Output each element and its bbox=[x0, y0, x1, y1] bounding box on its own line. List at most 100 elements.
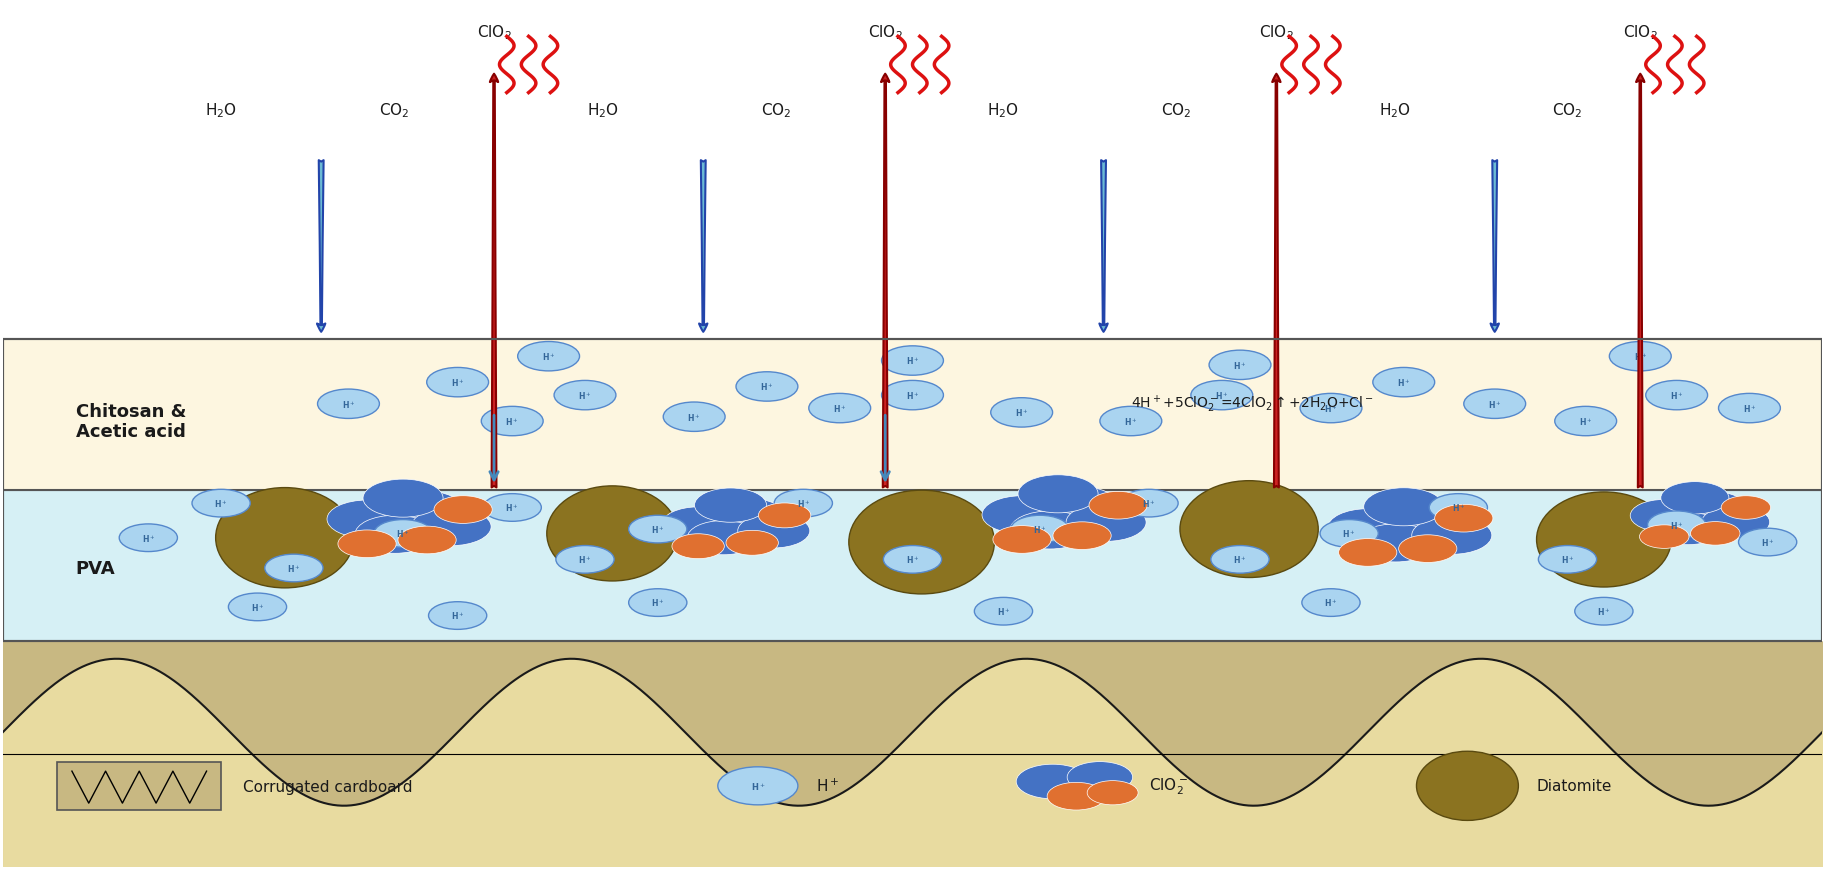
Text: ClO$_2$: ClO$_2$ bbox=[476, 23, 511, 43]
Circle shape bbox=[982, 496, 1062, 534]
Text: H$^+$: H$^+$ bbox=[996, 606, 1011, 617]
Text: H$^+$: H$^+$ bbox=[905, 554, 920, 566]
Text: H$^+$: H$^+$ bbox=[1761, 536, 1774, 548]
Circle shape bbox=[518, 342, 580, 371]
Circle shape bbox=[1210, 351, 1270, 380]
Circle shape bbox=[1053, 522, 1111, 550]
Circle shape bbox=[1329, 509, 1407, 547]
Text: PVA: PVA bbox=[75, 560, 115, 577]
Text: ClO$_2$: ClO$_2$ bbox=[869, 23, 903, 43]
Circle shape bbox=[991, 398, 1053, 428]
Text: H$^+$: H$^+$ bbox=[142, 533, 155, 544]
Text: H$^+$: H$^+$ bbox=[1343, 528, 1356, 540]
Circle shape bbox=[482, 407, 544, 436]
Circle shape bbox=[1048, 782, 1106, 810]
Text: H$^+$: H$^+$ bbox=[905, 355, 920, 367]
Circle shape bbox=[1319, 520, 1378, 547]
Text: H$_2$O: H$_2$O bbox=[204, 102, 237, 120]
Text: H$^+$: H$^+$ bbox=[796, 498, 810, 509]
Circle shape bbox=[383, 491, 464, 529]
Circle shape bbox=[1610, 342, 1672, 371]
Text: H$^+$: H$^+$ bbox=[341, 398, 356, 410]
Circle shape bbox=[265, 554, 323, 582]
Circle shape bbox=[662, 402, 725, 432]
Text: H$^+$: H$^+$ bbox=[1325, 402, 1338, 415]
Circle shape bbox=[411, 508, 491, 546]
Circle shape bbox=[1121, 490, 1179, 517]
Text: Chitosan &
Acetic acid: Chitosan & Acetic acid bbox=[75, 402, 186, 441]
Circle shape bbox=[228, 594, 287, 621]
Circle shape bbox=[398, 527, 456, 554]
Text: H$^+$: H$^+$ bbox=[250, 601, 265, 613]
Circle shape bbox=[1212, 546, 1268, 574]
Circle shape bbox=[1413, 517, 1491, 554]
Ellipse shape bbox=[1416, 752, 1518, 820]
Text: H$^+$: H$^+$ bbox=[688, 411, 701, 423]
FancyBboxPatch shape bbox=[4, 340, 1821, 491]
Text: H$^+$: H$^+$ bbox=[451, 610, 464, 621]
Ellipse shape bbox=[849, 491, 995, 594]
Text: Corrugated cardboard: Corrugated cardboard bbox=[243, 779, 412, 794]
Circle shape bbox=[808, 394, 871, 423]
Circle shape bbox=[1066, 504, 1146, 541]
Text: H$^+$: H$^+$ bbox=[1633, 351, 1646, 362]
Text: H$^+$: H$^+$ bbox=[1325, 597, 1338, 608]
Circle shape bbox=[1100, 407, 1163, 436]
Circle shape bbox=[1690, 522, 1739, 546]
Circle shape bbox=[1575, 598, 1633, 626]
FancyBboxPatch shape bbox=[57, 763, 221, 810]
Circle shape bbox=[1018, 475, 1099, 514]
Text: CO$_2$: CO$_2$ bbox=[1161, 102, 1192, 120]
Circle shape bbox=[1011, 515, 1069, 543]
Circle shape bbox=[429, 602, 487, 630]
Text: H$^+$: H$^+$ bbox=[1124, 415, 1137, 428]
Text: H$^+$: H$^+$ bbox=[1142, 498, 1155, 509]
FancyBboxPatch shape bbox=[4, 491, 1821, 641]
Text: ClO$_2$: ClO$_2$ bbox=[1259, 23, 1294, 43]
Text: 4H$^+$+5ClO$_2^-$=4ClO$_2$$\uparrow$+2H$_2$O+Cl$^-$: 4H$^+$+5ClO$_2^-$=4ClO$_2$$\uparrow$+2H$… bbox=[1132, 394, 1374, 415]
Circle shape bbox=[726, 531, 779, 555]
Circle shape bbox=[1719, 394, 1781, 423]
Text: H$^+$: H$^+$ bbox=[214, 498, 228, 509]
Circle shape bbox=[774, 490, 832, 517]
Circle shape bbox=[1661, 482, 1728, 514]
Circle shape bbox=[1038, 487, 1119, 525]
Circle shape bbox=[1338, 539, 1396, 567]
Text: H$^+$: H$^+$ bbox=[1743, 402, 1756, 415]
Circle shape bbox=[363, 480, 443, 518]
Circle shape bbox=[1363, 488, 1444, 527]
Circle shape bbox=[1677, 492, 1747, 524]
Circle shape bbox=[1192, 381, 1252, 410]
Text: H$^+$: H$^+$ bbox=[1487, 398, 1502, 410]
Text: H$^+$: H$^+$ bbox=[506, 415, 518, 428]
Text: H$^+$: H$^+$ bbox=[816, 777, 840, 794]
Circle shape bbox=[1721, 496, 1770, 520]
Circle shape bbox=[555, 381, 615, 410]
Circle shape bbox=[1653, 513, 1723, 545]
Circle shape bbox=[1398, 535, 1456, 563]
Circle shape bbox=[688, 521, 759, 555]
Circle shape bbox=[883, 546, 942, 574]
Circle shape bbox=[1068, 762, 1133, 793]
Text: H$^+$: H$^+$ bbox=[832, 402, 847, 415]
Circle shape bbox=[737, 514, 810, 548]
Text: H$^+$: H$^+$ bbox=[1579, 415, 1593, 428]
Circle shape bbox=[327, 501, 407, 539]
Circle shape bbox=[1538, 546, 1597, 574]
Circle shape bbox=[1639, 525, 1688, 548]
Circle shape bbox=[1017, 765, 1090, 799]
Text: H$^+$: H$^+$ bbox=[506, 502, 518, 514]
Text: ClO$_2$: ClO$_2$ bbox=[1622, 23, 1657, 43]
Circle shape bbox=[1299, 394, 1361, 423]
FancyBboxPatch shape bbox=[4, 641, 1821, 866]
Text: H$^+$: H$^+$ bbox=[1560, 554, 1575, 566]
Circle shape bbox=[374, 520, 433, 547]
Text: H$^+$: H$^+$ bbox=[1015, 407, 1029, 419]
Text: H$_2$O: H$_2$O bbox=[588, 102, 619, 120]
Circle shape bbox=[1701, 507, 1770, 539]
Ellipse shape bbox=[548, 487, 677, 581]
Circle shape bbox=[712, 499, 785, 533]
Text: H$^+$: H$^+$ bbox=[1234, 360, 1246, 371]
Circle shape bbox=[192, 490, 250, 517]
Text: H$^+$: H$^+$ bbox=[579, 554, 591, 566]
